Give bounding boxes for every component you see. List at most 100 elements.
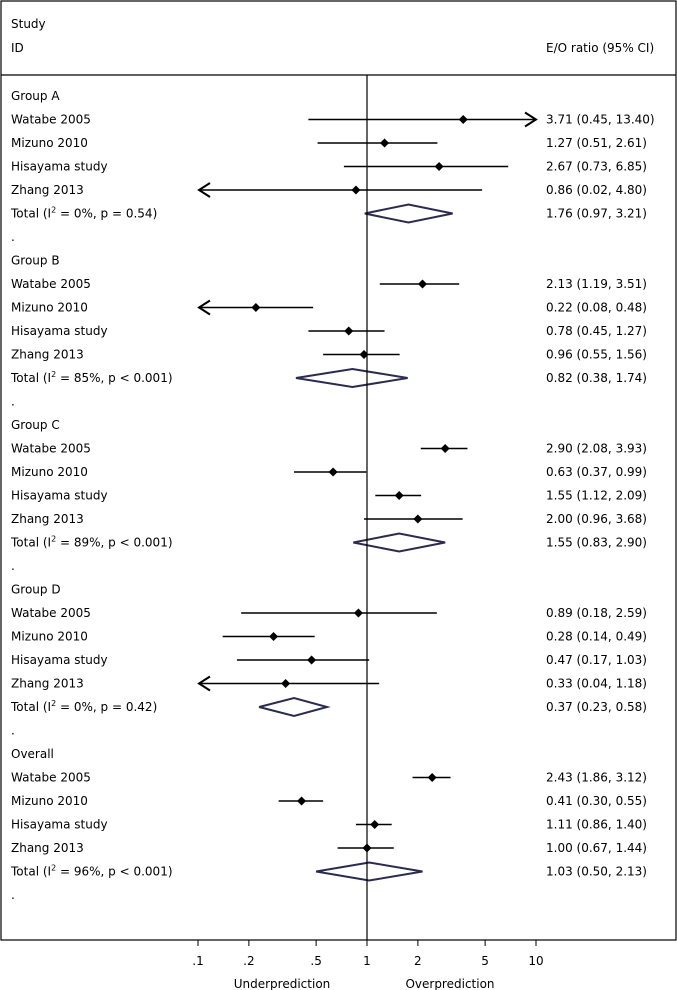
total-i-superscript: 2 <box>51 206 56 215</box>
total-comma: , <box>101 536 109 550</box>
total-i-label: (I <box>39 700 51 714</box>
total-p-value: p < 0.001 <box>108 371 168 385</box>
total-word: Total <box>10 207 39 221</box>
total-comma: , <box>93 700 101 714</box>
total-ci-text: 1.55 (0.83, 2.90) <box>546 536 647 550</box>
point-estimate <box>307 655 317 665</box>
total-p-value: p = 0.54 <box>101 207 153 221</box>
axis-tick-label: .2 <box>243 954 254 968</box>
total-close-paren: ) <box>153 700 158 714</box>
total-label: Total (I2 = 89%, p < 0.001) <box>10 535 173 550</box>
point-estimate <box>344 326 354 336</box>
study-name: Watabe 2005 <box>11 606 91 620</box>
study-ci-text: 0.47 (0.17, 1.03) <box>546 653 647 667</box>
group-spacer-dot: . <box>11 724 15 738</box>
study-ci-text: 1.00 (0.67, 1.44) <box>546 841 647 855</box>
total-equals: = <box>56 700 74 714</box>
study-ci-text: 0.22 (0.08, 0.48) <box>546 301 647 315</box>
study-ci-text: 0.89 (0.18, 2.59) <box>546 606 647 620</box>
total-i2-value: 0% <box>74 207 93 221</box>
pooled-estimate-diamond <box>315 861 423 882</box>
total-equals: = <box>56 371 74 385</box>
total-word: Total <box>10 371 39 385</box>
study-name: Mizuno 2010 <box>11 465 88 479</box>
total-ci-text: 1.76 (0.97, 3.21) <box>546 207 647 221</box>
total-p-value: p < 0.001 <box>108 536 168 550</box>
point-estimate <box>380 138 390 148</box>
total-close-paren: ) <box>168 865 173 879</box>
point-estimate <box>394 491 404 500</box>
point-estimate <box>353 608 363 618</box>
study-ci-text: 2.00 (0.96, 3.68) <box>546 512 647 526</box>
study-ci-text: 0.96 (0.55, 1.56) <box>546 348 647 362</box>
total-p-value: p < 0.001 <box>108 865 168 879</box>
study-ci-text: 0.86 (0.02, 4.80) <box>546 183 647 197</box>
study-ci-text: 2.13 (1.19, 3.51) <box>546 277 647 291</box>
total-comma: , <box>101 865 109 879</box>
point-estimate <box>413 514 423 524</box>
study-name: Watabe 2005 <box>11 442 91 456</box>
study-name: Mizuno 2010 <box>11 794 88 808</box>
total-word: Total <box>10 700 39 714</box>
study-name: Mizuno 2010 <box>11 630 88 644</box>
study-ci-text: 2.43 (1.86, 3.12) <box>546 771 647 785</box>
study-name: Hisayama study <box>11 489 108 503</box>
total-label: Total (I2 = 0%, p = 0.54) <box>10 206 157 221</box>
axis-tick-label: 2 <box>414 954 422 968</box>
point-estimate <box>427 773 437 782</box>
study-ci-text: 2.67 (0.73, 6.85) <box>546 160 647 174</box>
group-title: Group D <box>11 583 61 597</box>
axis-tick-label: 10 <box>528 954 543 968</box>
point-estimate <box>359 350 369 359</box>
study-ci-text: 2.90 (2.08, 3.93) <box>546 442 647 456</box>
total-word: Total <box>10 865 39 879</box>
study-ci-text: 0.33 (0.04, 1.18) <box>546 677 647 691</box>
point-estimate <box>351 185 361 195</box>
point-estimate <box>370 820 380 829</box>
group-spacer-dot: . <box>11 230 15 244</box>
ci-arrow-left <box>197 299 211 316</box>
point-estimate <box>297 796 307 806</box>
study-ci-text: 1.55 (1.12, 2.09) <box>546 489 647 503</box>
plot-frame <box>0 0 677 941</box>
ci-arrow-left <box>197 182 211 198</box>
point-estimate <box>269 632 279 641</box>
pooled-estimate-diamond <box>364 203 453 224</box>
study-name: Hisayama study <box>11 324 108 338</box>
study-name: Zhang 2013 <box>11 841 84 855</box>
study-name: Zhang 2013 <box>11 183 84 197</box>
total-ci-text: 1.03 (0.50, 2.13) <box>546 865 647 879</box>
point-estimate <box>434 162 444 171</box>
study-ci-text: 1.27 (0.51, 2.61) <box>546 136 647 150</box>
total-equals: = <box>56 536 74 550</box>
header-ratio-label: E/O ratio (95% CI) <box>546 41 654 55</box>
axis-tick-label: .1 <box>192 954 203 968</box>
group-title: Group B <box>11 254 60 268</box>
total-equals: = <box>56 865 74 879</box>
pooled-estimate-diamond <box>258 696 331 718</box>
total-label: Total (I2 = 96%, p < 0.001) <box>10 864 173 879</box>
total-label: Total (I2 = 0%, p = 0.42) <box>10 699 157 714</box>
total-i-label: (I <box>39 865 51 879</box>
total-i-superscript: 2 <box>51 370 56 379</box>
total-equals: = <box>56 207 74 221</box>
study-name: Hisayama study <box>11 160 108 174</box>
header-study-label: Study <box>11 17 46 31</box>
study-ci-text: 0.41 (0.30, 0.55) <box>546 794 647 808</box>
point-estimate <box>328 467 338 477</box>
study-name: Zhang 2013 <box>11 677 84 691</box>
study-ci-text: 3.71 (0.45, 13.40) <box>546 113 655 127</box>
total-i-superscript: 2 <box>51 535 56 544</box>
total-close-paren: ) <box>168 371 173 385</box>
total-i-superscript: 2 <box>51 699 56 708</box>
axis-tick-label: .5 <box>310 954 321 968</box>
study-name: Zhang 2013 <box>11 512 84 526</box>
axis-tick-label: 5 <box>481 954 489 968</box>
point-estimate <box>417 279 427 289</box>
study-name: Watabe 2005 <box>11 113 91 127</box>
study-name: Mizuno 2010 <box>11 301 88 315</box>
study-ci-text: 0.78 (0.45, 1.27) <box>546 324 647 338</box>
total-i-label: (I <box>39 371 51 385</box>
study-name: Hisayama study <box>11 818 108 832</box>
